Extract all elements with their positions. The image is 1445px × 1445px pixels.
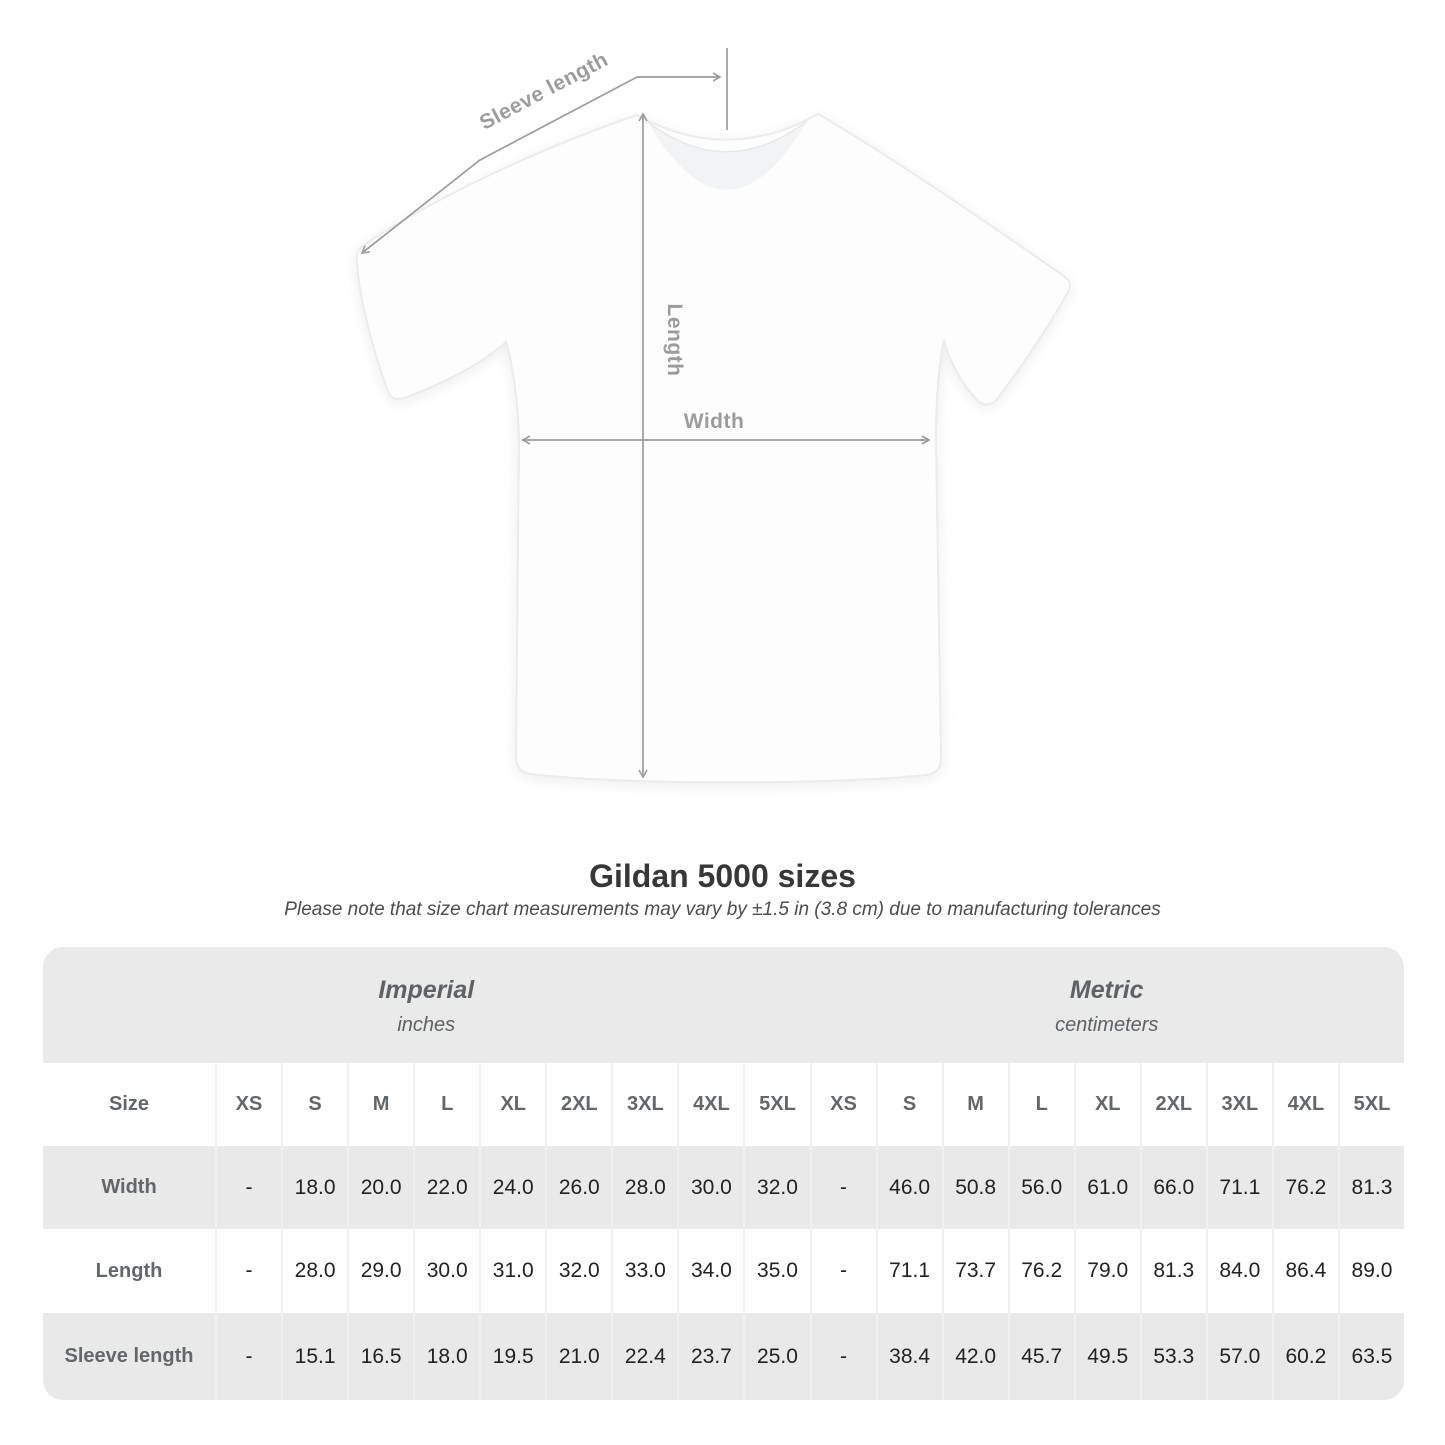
value-cell: 23.7 — [677, 1313, 744, 1400]
sleeve-length-label: Sleeve length — [476, 48, 612, 135]
value-cell: 53.3 — [1139, 1313, 1206, 1400]
size-chart-table: Imperial inches Metric centimeters Size XS S M L… — [43, 947, 1404, 1400]
value-cell: 16.5 — [347, 1313, 414, 1400]
value-cell: 33.0 — [611, 1229, 678, 1313]
value-cell: - — [809, 1146, 876, 1229]
size-col-header: 5XL — [743, 1063, 810, 1146]
value-cell: 21.0 — [545, 1313, 612, 1400]
tshirt-diagram: Sleeve length Length Width — [355, 48, 1071, 784]
row-label: Sleeve length — [43, 1313, 215, 1400]
page-title: Gildan 5000 sizes — [589, 858, 856, 894]
length-label: Length — [663, 304, 686, 377]
size-col-header: 4XL — [677, 1063, 744, 1146]
value-cell: 22.4 — [611, 1313, 678, 1400]
size-col-header: 3XL — [1205, 1063, 1272, 1146]
value-cell: - — [215, 1146, 282, 1229]
value-cell: 76.2 — [1007, 1229, 1074, 1313]
value-cell: 81.3 — [1139, 1229, 1206, 1313]
value-cell: 79.0 — [1073, 1229, 1140, 1313]
size-col-header: 5XL — [1337, 1063, 1404, 1146]
value-cell: 46.0 — [875, 1146, 942, 1229]
unit-group-title: Metric — [1069, 975, 1144, 1004]
size-col-header: XL — [479, 1063, 546, 1146]
value-cell: 42.0 — [941, 1313, 1008, 1400]
unit-group-title: Imperial — [378, 975, 475, 1004]
value-cell: 45.7 — [1007, 1313, 1074, 1400]
value-cell: 18.0 — [413, 1313, 480, 1400]
size-col-header: 2XL — [1139, 1063, 1206, 1146]
value-cell: 73.7 — [941, 1229, 1008, 1313]
tshirt-body — [355, 112, 1071, 784]
value-cell: 31.0 — [479, 1229, 546, 1313]
value-cell: 32.0 — [545, 1229, 612, 1313]
value-cell: 30.0 — [413, 1229, 480, 1313]
value-cell: 38.4 — [875, 1313, 942, 1400]
value-cell: 60.2 — [1271, 1313, 1338, 1400]
size-col-header: XS — [809, 1063, 876, 1146]
size-col-header: S — [281, 1063, 348, 1146]
row-label: Width — [43, 1146, 215, 1229]
value-cell: 84.0 — [1205, 1229, 1272, 1313]
value-cell: 22.0 — [413, 1146, 480, 1229]
size-col-header: S — [875, 1063, 942, 1146]
row-label: Length — [43, 1229, 215, 1313]
value-cell: 81.3 — [1337, 1146, 1404, 1229]
value-cell: 71.1 — [875, 1229, 942, 1313]
value-cell: 26.0 — [545, 1146, 612, 1229]
size-col-header: 3XL — [611, 1063, 678, 1146]
value-cell: 28.0 — [281, 1229, 348, 1313]
value-cell: 20.0 — [347, 1146, 414, 1229]
value-cell: 66.0 — [1139, 1146, 1206, 1229]
unit-group-metric: Metric centimeters — [809, 947, 1404, 1063]
size-corner-header: Size — [43, 1063, 215, 1146]
size-col-header: L — [413, 1063, 480, 1146]
value-cell: 19.5 — [479, 1313, 546, 1400]
value-cell: 18.0 — [281, 1146, 348, 1229]
value-cell: - — [809, 1313, 876, 1400]
size-col-header: 4XL — [1271, 1063, 1338, 1146]
sleeve-length-arrow — [360, 72, 722, 254]
value-cell: 35.0 — [743, 1229, 810, 1313]
size-col-header: XL — [1073, 1063, 1140, 1146]
value-cell: 34.0 — [677, 1229, 744, 1313]
value-cell: 28.0 — [611, 1146, 678, 1229]
value-cell: 15.1 — [281, 1313, 348, 1400]
size-col-header: XS — [215, 1063, 282, 1146]
value-cell: - — [215, 1229, 282, 1313]
value-cell: 61.0 — [1073, 1146, 1140, 1229]
value-cell: 49.5 — [1073, 1313, 1140, 1400]
value-cell: 76.2 — [1271, 1146, 1338, 1229]
unit-group-subtitle: centimeters — [1055, 1013, 1159, 1036]
unit-group-imperial: Imperial inches — [43, 947, 810, 1063]
size-col-header: L — [1007, 1063, 1074, 1146]
unit-group-subtitle: inches — [397, 1013, 456, 1036]
value-cell: - — [215, 1313, 282, 1400]
size-col-header: M — [941, 1063, 1008, 1146]
value-cell: 89.0 — [1337, 1229, 1404, 1313]
value-cell: 24.0 — [479, 1146, 546, 1229]
value-cell: - — [809, 1229, 876, 1313]
size-col-header: M — [347, 1063, 414, 1146]
value-cell: 30.0 — [677, 1146, 744, 1229]
tolerance-note: Please note that size chart measurements… — [284, 899, 1161, 920]
value-cell: 50.8 — [941, 1146, 1008, 1229]
value-cell: 56.0 — [1007, 1146, 1074, 1229]
value-cell: 29.0 — [347, 1229, 414, 1313]
size-col-header: 2XL — [545, 1063, 612, 1146]
value-cell: 86.4 — [1271, 1229, 1338, 1313]
value-cell: 32.0 — [743, 1146, 810, 1229]
value-cell: 63.5 — [1337, 1313, 1404, 1400]
width-label: Width — [684, 410, 745, 433]
value-cell: 57.0 — [1205, 1313, 1272, 1400]
value-cell: 25.0 — [743, 1313, 810, 1400]
value-cell: 71.1 — [1205, 1146, 1272, 1229]
